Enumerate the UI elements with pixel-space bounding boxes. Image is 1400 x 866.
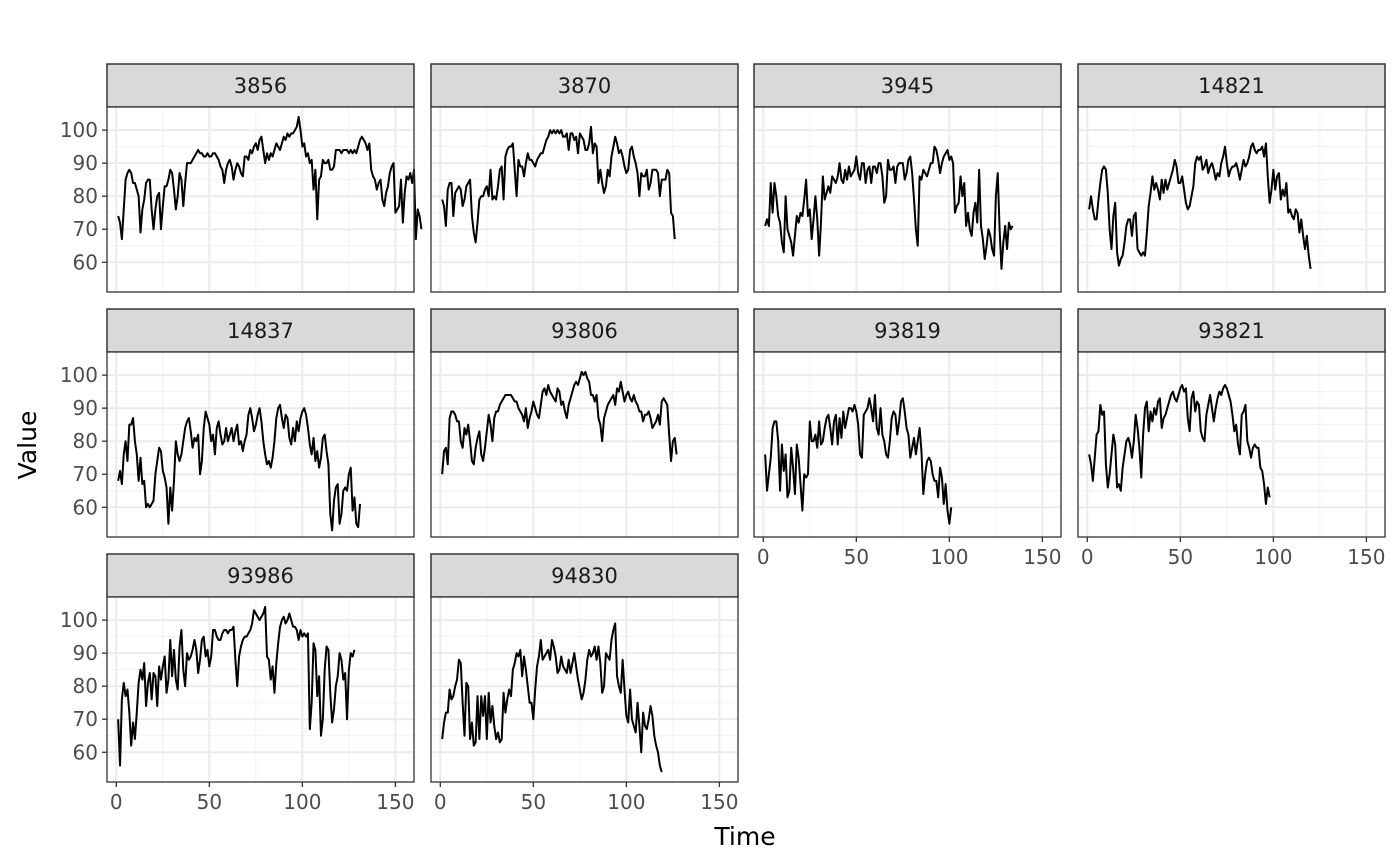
series-line-93821 (1088, 384, 1271, 505)
series-line-93806 (441, 370, 678, 475)
x-tick-label: 100 (607, 790, 645, 814)
panel-border (106, 351, 415, 538)
series-line-3870 (441, 125, 676, 244)
facet-strip (753, 308, 1062, 353)
y-tick-label: 90 (73, 641, 98, 665)
x-tick-label: 50 (844, 545, 869, 569)
panel-background (1078, 107, 1385, 292)
facet-strip (753, 63, 1062, 108)
facet-panel: 94830 0 50 100 150 (430, 553, 739, 814)
y-tick-label: 100 (60, 608, 98, 632)
panel-border (753, 106, 1062, 293)
panel-border (430, 351, 739, 538)
panel-border (753, 351, 1062, 538)
facet-label: 94830 (551, 564, 618, 588)
y-tick-label: 80 (73, 674, 98, 698)
x-tick-label: 100 (283, 790, 321, 814)
y-tick-label: 70 (73, 217, 98, 241)
facet-label: 93806 (551, 319, 618, 343)
y-tick-label: 90 (73, 151, 98, 175)
facet-label: 93819 (874, 319, 941, 343)
panel-background (431, 107, 738, 292)
facet-strip (106, 63, 415, 108)
panel-background (107, 107, 414, 292)
facet-panel: 14837 60 70 80 90 100 (60, 308, 415, 538)
y-tick-label: 70 (73, 707, 98, 731)
panel-border (106, 596, 415, 783)
x-tick-label: 150 (1347, 545, 1385, 569)
facet-label: 3870 (558, 74, 611, 98)
x-tick-label: 0 (1081, 545, 1094, 569)
panel-border (106, 106, 415, 293)
facet-label: 93986 (227, 564, 294, 588)
y-tick-label: 80 (73, 184, 98, 208)
facet-strip (106, 553, 415, 598)
facet-strip (430, 308, 739, 353)
y-tick-label: 90 (73, 396, 98, 420)
y-tick-label: 100 (60, 363, 98, 387)
x-tick-label: 50 (197, 790, 222, 814)
facet-strip (106, 308, 415, 353)
y-tick-label: 60 (73, 495, 98, 519)
panel-background (431, 352, 738, 537)
panel-background (1078, 352, 1385, 537)
panel-background (107, 352, 414, 537)
facet-label: 14821 (1198, 74, 1265, 98)
y-tick-label: 60 (73, 740, 98, 764)
facet-panel: 93806 (430, 308, 739, 538)
x-axis-title: Time (713, 822, 775, 851)
x-tick-label: 50 (1168, 545, 1193, 569)
panel-border (1077, 351, 1386, 538)
facet-panel: 93821 0 50 100 150 (1077, 308, 1386, 569)
panel-background (754, 352, 1061, 537)
panel-border (430, 106, 739, 293)
y-tick-label: 80 (73, 429, 98, 453)
y-tick-label: 70 (73, 462, 98, 486)
facet-panel: 14821 (1077, 63, 1386, 293)
x-tick-label: 150 (700, 790, 738, 814)
x-tick-label: 150 (376, 790, 414, 814)
x-tick-label: 0 (757, 545, 770, 569)
facet-panel: 3856 60 70 80 90 100 (60, 63, 423, 293)
facet-label: 14837 (227, 319, 294, 343)
x-tick-label: 150 (1023, 545, 1061, 569)
x-tick-label: 0 (434, 790, 447, 814)
y-tick-label: 60 (73, 250, 98, 274)
facet-label: 93821 (1198, 319, 1265, 343)
series-line-93986 (117, 605, 356, 767)
series-line-14821 (1088, 142, 1312, 270)
facet-panel: 93986 60 70 80 90 100 0 50 100 150 (60, 553, 415, 814)
series-line-3945 (764, 145, 1014, 270)
panel-background (754, 107, 1061, 292)
x-tick-label: 100 (930, 545, 968, 569)
x-tick-label: 100 (1254, 545, 1292, 569)
facet-strip (1077, 63, 1386, 108)
panel-border (430, 596, 739, 783)
series-line-93819 (764, 393, 953, 525)
facet-strip (1077, 308, 1386, 353)
facet-strip (430, 63, 739, 108)
facet-panel: 3945 (753, 63, 1062, 293)
facet-label: 3856 (234, 74, 287, 98)
series-line-94830 (441, 622, 663, 773)
series-line-14837 (117, 403, 362, 532)
y-tick-label: 100 (60, 118, 98, 142)
facet-label: 3945 (881, 74, 934, 98)
facet-panel: 3870 (430, 63, 739, 293)
series-line-3856 (117, 115, 423, 241)
y-axis-title: Value (13, 411, 42, 480)
facet-panel: 93819 0 50 100 150 (753, 308, 1062, 569)
facet-strip (430, 553, 739, 598)
panel-border (1077, 106, 1386, 293)
x-tick-label: 50 (521, 790, 546, 814)
x-tick-label: 0 (110, 790, 123, 814)
